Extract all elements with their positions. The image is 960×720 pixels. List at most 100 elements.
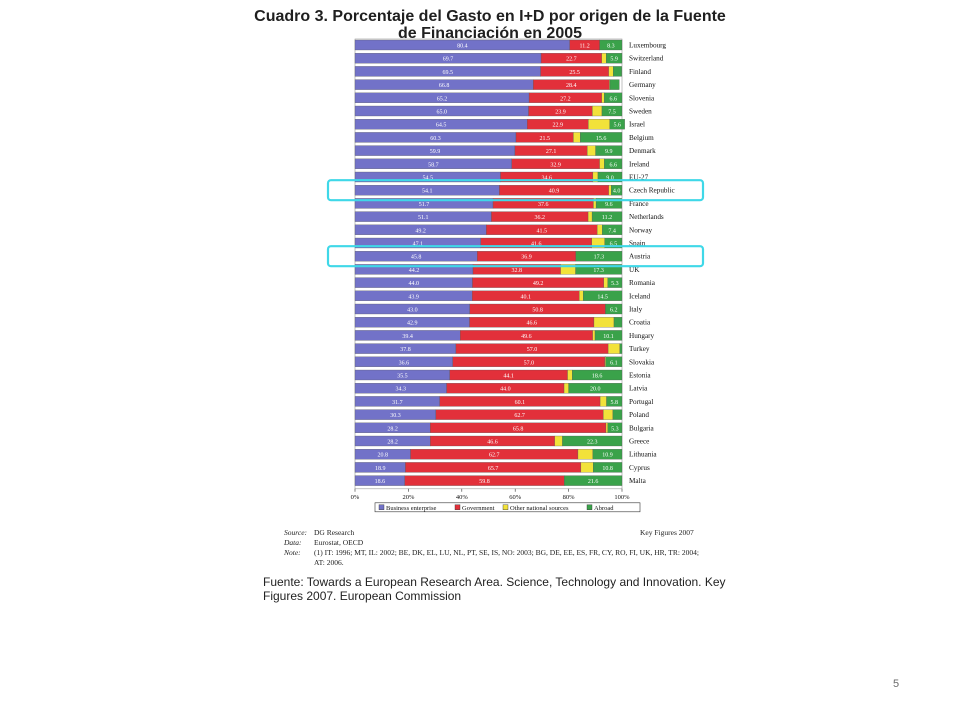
data-label: 50.8 bbox=[532, 308, 543, 314]
data-label: 46.6 bbox=[487, 440, 498, 446]
category-label: Lithuania bbox=[629, 451, 657, 459]
page-number: 5 bbox=[893, 678, 900, 690]
highlight-box bbox=[326, 245, 705, 268]
data-label: 10.1 bbox=[603, 334, 614, 340]
bar-segment bbox=[603, 277, 608, 288]
data-label: 6.6 bbox=[609, 96, 617, 102]
bar-segment bbox=[592, 105, 603, 117]
bar-segment bbox=[619, 343, 623, 354]
data-label: 6.1 bbox=[610, 360, 618, 366]
bar-segment bbox=[597, 171, 623, 183]
data-label: 49.2 bbox=[533, 281, 544, 287]
data-label: 11.2 bbox=[579, 44, 589, 50]
data-label: 17.3 bbox=[593, 268, 604, 274]
data-label: 46.6 bbox=[527, 321, 538, 327]
bar-segment bbox=[583, 290, 623, 301]
bar-segment bbox=[591, 211, 623, 222]
data-label: 6.5 bbox=[610, 242, 618, 248]
bar-segment bbox=[564, 475, 623, 486]
category-label: Austria bbox=[629, 253, 651, 261]
data-label: 36.2 bbox=[535, 215, 546, 221]
data-label: 59.9 bbox=[430, 149, 441, 155]
data-label: 41.5 bbox=[537, 228, 548, 234]
data-label: 25.5 bbox=[569, 70, 580, 76]
data-label: 37.6 bbox=[538, 202, 549, 208]
x-tick-label: 80% bbox=[563, 494, 576, 501]
data-label: 69.5 bbox=[443, 70, 454, 76]
data-label: 6.2 bbox=[610, 308, 618, 314]
data-label: 8.3 bbox=[607, 44, 615, 50]
data-label: 18.9 bbox=[375, 466, 386, 472]
data-label: 28.4 bbox=[566, 83, 577, 89]
data-label: 28.2 bbox=[387, 440, 398, 446]
legend-swatch bbox=[378, 504, 385, 510]
bar-segment bbox=[607, 343, 621, 354]
bar-segment bbox=[605, 422, 608, 433]
data-label: 36.6 bbox=[399, 360, 410, 366]
data-label: 62.7 bbox=[514, 413, 525, 419]
bar-segment bbox=[597, 224, 603, 235]
category-label: Portugal bbox=[629, 398, 653, 406]
data-label: 15.6 bbox=[596, 136, 607, 142]
data-label: 10.8 bbox=[602, 466, 613, 472]
bar-segment bbox=[592, 449, 623, 460]
data-label: 44.2 bbox=[409, 268, 420, 274]
data-label: 44.0 bbox=[500, 387, 511, 393]
category-label: Denmark bbox=[629, 147, 656, 155]
data-label: 28.2 bbox=[387, 426, 398, 432]
bar-segment bbox=[599, 39, 623, 51]
data-label: 35.5 bbox=[397, 374, 408, 380]
bar-segment bbox=[608, 185, 612, 196]
data-label: 65.7 bbox=[488, 466, 499, 472]
bar-segment bbox=[609, 119, 625, 130]
bar-segment bbox=[604, 158, 623, 169]
category-label: Israel bbox=[629, 121, 645, 129]
bar-segment bbox=[605, 356, 623, 367]
bar-segment bbox=[599, 396, 607, 407]
legend-entry: Abroad bbox=[594, 505, 614, 512]
category-label: Turkey bbox=[629, 345, 650, 353]
data-label: 39.4 bbox=[402, 334, 413, 340]
data-label: 80.4 bbox=[457, 44, 468, 50]
bar-segment bbox=[601, 92, 605, 103]
category-label: Romania bbox=[629, 279, 656, 287]
bar-segment bbox=[608, 66, 614, 77]
data-label: 47.1 bbox=[413, 242, 424, 248]
data-label: 65.2 bbox=[437, 96, 448, 102]
data-label: 34.6 bbox=[541, 176, 552, 182]
category-label: Poland bbox=[629, 411, 649, 419]
bar-segment bbox=[599, 158, 605, 169]
data-label: 41.6 bbox=[531, 242, 542, 248]
data-label: 44.1 bbox=[503, 374, 514, 380]
data-label: 5.8 bbox=[611, 400, 619, 406]
data-label: 9.9 bbox=[605, 149, 613, 155]
data-label: 66.8 bbox=[439, 83, 450, 89]
bar-segment bbox=[613, 66, 622, 77]
category-label: Luxembourg bbox=[629, 42, 666, 50]
bar-segment bbox=[593, 462, 623, 473]
data-label: 43.0 bbox=[407, 308, 418, 314]
bar-segment bbox=[573, 132, 581, 143]
fuente-caption: Fuente: Towards a European Research Area… bbox=[263, 575, 726, 603]
category-label: Czech Republic bbox=[629, 187, 675, 195]
highlight-box bbox=[326, 179, 705, 202]
data-label: 14.5 bbox=[597, 294, 608, 300]
data-label: 57.0 bbox=[524, 360, 535, 366]
data-label: Data: bbox=[284, 538, 302, 547]
category-label: Germany bbox=[629, 81, 656, 89]
data-label: 60.1 bbox=[515, 400, 526, 406]
data-label: 69.7 bbox=[443, 57, 454, 63]
bar-segment bbox=[562, 435, 623, 447]
data-label: 22.7 bbox=[566, 57, 577, 63]
bar-segment bbox=[554, 435, 563, 447]
data-label: 51.1 bbox=[418, 215, 429, 221]
bar-segment bbox=[612, 409, 623, 420]
bar-segment bbox=[587, 145, 596, 156]
bar-segment bbox=[595, 145, 623, 156]
data-label: 37.8 bbox=[400, 347, 411, 353]
category-label: Bulgaria bbox=[629, 424, 655, 432]
data-label: 57.0 bbox=[527, 347, 538, 353]
data-label: 42.9 bbox=[407, 321, 418, 327]
note-label: Note: bbox=[284, 548, 301, 557]
category-label: Estonia bbox=[629, 372, 651, 380]
